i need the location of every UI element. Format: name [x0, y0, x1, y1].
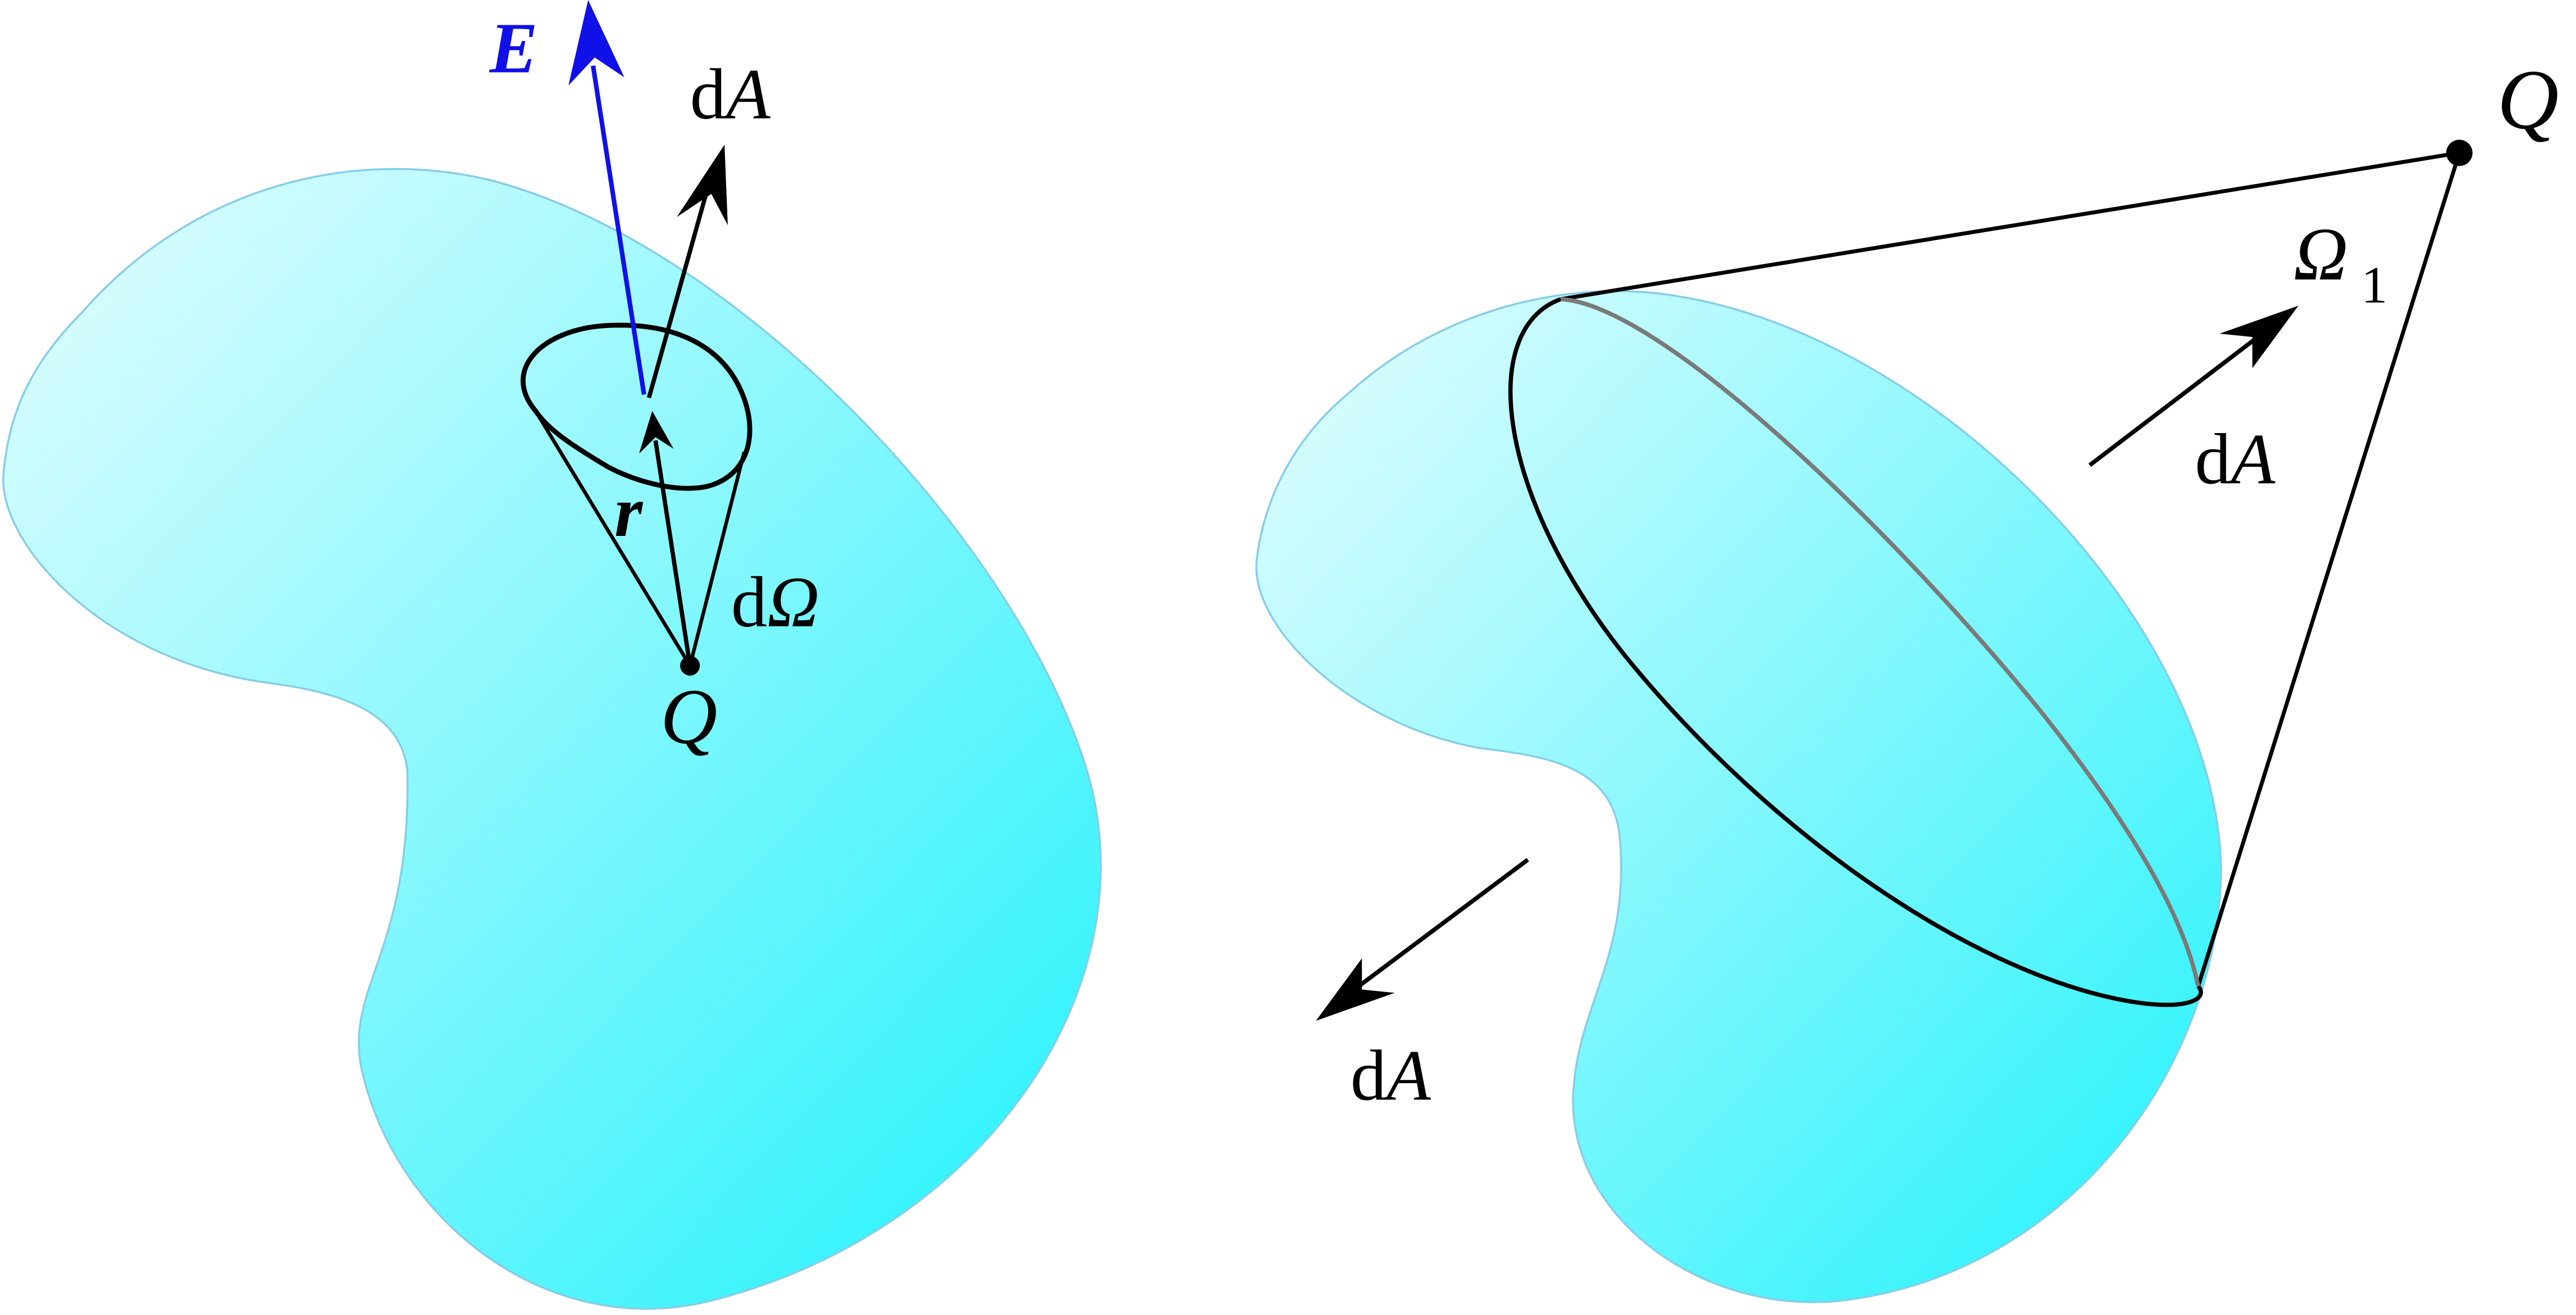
area-element-label-left: dA: [690, 54, 771, 134]
area-element-patch: [521, 322, 753, 491]
solid-angle-label-left: dΩ: [731, 562, 819, 642]
area-normal-arrowhead-outward: [2219, 306, 2299, 368]
cone-edge-upper: [1560, 151, 2460, 302]
area-normal-arrowhead-inward: [1316, 958, 1395, 1021]
radius-vector-arrowhead: [639, 411, 674, 454]
charge-point-left: [680, 656, 700, 676]
field-label-e: E: [489, 8, 538, 88]
area-element-label-inward: dA: [1351, 1035, 1431, 1116]
charge-point-right: [2446, 139, 2473, 166]
cone-edge-lower: [2196, 152, 2461, 987]
closed-surface-right: [1255, 290, 2222, 1303]
area-normal-arrowhead-left: [677, 144, 728, 225]
area-normal-vector-left: [646, 180, 712, 399]
closed-surface-left: [2, 168, 1102, 1310]
area-label-d-left: d: [690, 54, 726, 134]
left-panel: E dA r dΩ Q: [2, 0, 1102, 1310]
charge-label-left: Q: [660, 674, 717, 761]
area-label-var-outward: A: [2227, 418, 2276, 499]
area-label-var-left: A: [722, 54, 771, 134]
solid-angle-var: Ω: [767, 562, 819, 642]
area-label-d-outward: d: [2195, 418, 2231, 499]
area-element-label-outward: dA: [2195, 418, 2276, 499]
silhouette-curve-front: [1508, 297, 2203, 1007]
solid-angle-d: d: [731, 562, 767, 642]
electric-field-vector: [591, 65, 646, 395]
cone-edge-right: [688, 451, 746, 666]
area-normal-vector-inward: [1351, 858, 1529, 993]
radius-vector: [653, 440, 692, 666]
radius-label: r: [614, 471, 644, 552]
solid-angle-subscript: 1: [2361, 256, 2388, 314]
cone-edge-left: [534, 409, 692, 667]
solid-angle-omega: Ω: [2294, 212, 2348, 296]
charge-label-right: Q: [2497, 52, 2559, 147]
silhouette-curve-back: [1560, 297, 2200, 987]
electric-field-arrowhead: [568, 0, 624, 86]
area-label-d-inward: d: [1351, 1035, 1387, 1116]
area-label-var-inward: A: [1382, 1035, 1431, 1116]
area-normal-vector-outward: [2088, 332, 2264, 467]
